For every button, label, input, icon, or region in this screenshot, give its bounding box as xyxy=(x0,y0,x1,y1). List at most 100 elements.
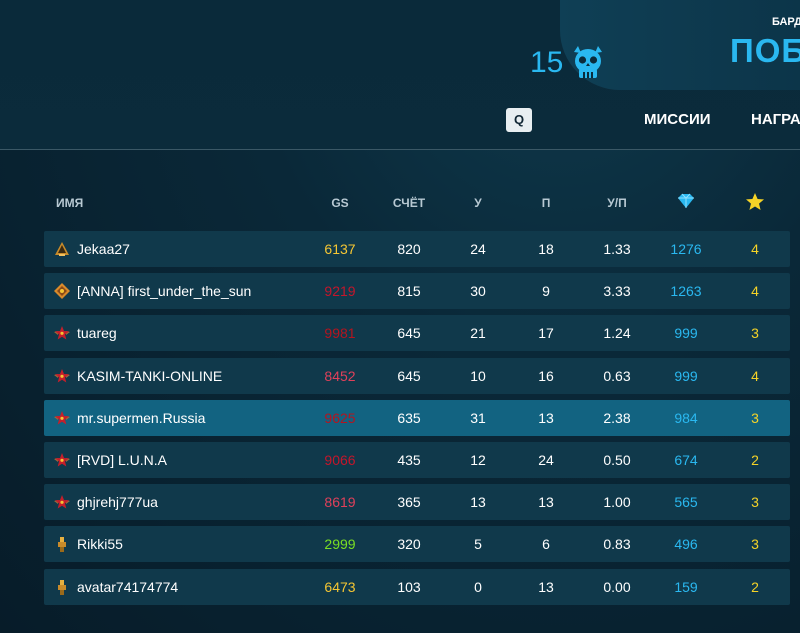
gs-value: 8452 xyxy=(324,368,356,384)
crystals-value: 565 xyxy=(674,494,698,510)
battle-title-panel xyxy=(560,0,800,90)
crystal-count: 15 xyxy=(530,46,564,79)
stars-value: 3 xyxy=(751,325,759,341)
deaths-value: 13 xyxy=(538,494,554,510)
kills-value: 31 xyxy=(470,410,486,426)
deaths-value: 24 xyxy=(538,452,554,468)
table-row[interactable]: [RVD] L.U.N.A 9066 435 12 24 0.50 674 2 xyxy=(44,442,790,478)
kills-value: 5 xyxy=(474,536,482,552)
deaths-value: 13 xyxy=(538,410,554,426)
table-row[interactable]: Jekaa27 6137 820 24 18 1.33 1276 4 xyxy=(44,231,790,267)
gs-value: 6137 xyxy=(324,241,356,257)
kills-value: 30 xyxy=(470,283,486,299)
rank-icon xyxy=(53,493,71,511)
column-kills[interactable]: У xyxy=(474,196,482,210)
score-value: 645 xyxy=(397,368,421,384)
table-row[interactable]: [ANNA] first_under_the_sun 9219 815 30 9 3.33… xyxy=(44,273,790,309)
tab-rewards[interactable]: НАГРА xyxy=(751,111,800,128)
rank-icon xyxy=(53,367,71,385)
stars-value: 4 xyxy=(751,241,759,257)
stars-value: 4 xyxy=(751,283,759,299)
column-score[interactable]: СЧЁТ xyxy=(392,196,426,210)
deaths-value: 6 xyxy=(542,536,550,552)
diamond-icon[interactable] xyxy=(674,193,698,212)
skull-icon xyxy=(574,46,602,78)
rank-icon xyxy=(53,282,71,300)
crystals-value: 984 xyxy=(674,410,698,426)
rank-icon xyxy=(53,578,71,596)
rank-icon xyxy=(53,324,71,342)
player-name[interactable]: KASIM-TANKI-ONLINE xyxy=(77,368,223,384)
player-name[interactable]: mr.supermen.Russia xyxy=(77,410,206,426)
player-name[interactable]: ghjrehj777ua xyxy=(77,494,158,510)
gs-value: 2999 xyxy=(324,536,356,552)
kills-value: 0 xyxy=(474,579,482,595)
crystals-value: 999 xyxy=(674,325,698,341)
player-name[interactable]: tuareg xyxy=(77,325,117,341)
stars-value: 3 xyxy=(751,410,759,426)
kills-value: 13 xyxy=(470,494,486,510)
player-name[interactable]: [RVD] L.U.N.A xyxy=(77,452,167,468)
score-value: 815 xyxy=(397,283,421,299)
kills-value: 10 xyxy=(470,368,486,384)
kd-value: 0.83 xyxy=(603,536,631,552)
table-row[interactable]: Rikki55 2999 320 5 6 0.83 496 3 xyxy=(44,526,790,562)
gs-value: 6473 xyxy=(324,579,356,595)
gs-value: 8619 xyxy=(324,494,356,510)
score-value: 365 xyxy=(397,494,421,510)
player-name[interactable]: avatar74174774 xyxy=(77,579,179,595)
player-name[interactable]: [ANNA] first_under_the_sun xyxy=(77,283,252,299)
crystals-value: 496 xyxy=(674,536,698,552)
table-row[interactable]: tuareg 9981 645 21 17 1.24 999 3 xyxy=(44,315,790,351)
stars-value: 2 xyxy=(751,579,759,595)
kd-value: 2.38 xyxy=(603,410,631,426)
kd-value: 3.33 xyxy=(603,283,631,299)
table-row[interactable]: ghjrehj777ua 8619 365 13 13 1.00 565 3 xyxy=(44,484,790,520)
kd-value: 1.33 xyxy=(603,241,631,257)
stars-value: 3 xyxy=(751,536,759,552)
battle-mode-label: БАРД xyxy=(772,16,800,28)
gs-value: 9981 xyxy=(324,325,356,341)
rank-icon xyxy=(53,535,71,553)
stars-value: 2 xyxy=(751,452,759,468)
table-row[interactable]: avatar74174774 6473 103 0 13 0.00 159 2 xyxy=(44,569,790,605)
player-name[interactable]: Rikki55 xyxy=(77,536,123,552)
kd-value: 1.24 xyxy=(603,325,631,341)
score-value: 103 xyxy=(397,579,421,595)
battle-result-title: ПОБ xyxy=(730,32,800,69)
score-value: 435 xyxy=(397,452,421,468)
column-deaths[interactable]: П xyxy=(541,196,551,210)
stars-value: 4 xyxy=(751,368,759,384)
kills-value: 24 xyxy=(470,241,486,257)
score-value: 320 xyxy=(397,536,421,552)
column-gs[interactable]: GS xyxy=(331,196,349,210)
kills-value: 12 xyxy=(470,452,486,468)
crystals-value: 999 xyxy=(674,368,698,384)
star-icon[interactable] xyxy=(744,192,766,215)
stars-value: 3 xyxy=(751,494,759,510)
gs-value: 9219 xyxy=(324,283,356,299)
score-value: 820 xyxy=(397,241,421,257)
kd-value: 0.50 xyxy=(603,452,631,468)
crystals-value: 159 xyxy=(674,579,698,595)
table-row[interactable]: KASIM-TANKI-ONLINE 8452 645 10 16 0.63 999 4 xyxy=(44,358,790,394)
table-row[interactable]: mr.supermen.Russia 9625 635 31 13 2.38 984 3 xyxy=(44,400,790,436)
kd-value: 0.00 xyxy=(603,579,631,595)
deaths-value: 13 xyxy=(538,579,554,595)
rank-icon xyxy=(53,240,71,258)
crystals-value: 1276 xyxy=(670,241,702,257)
deaths-value: 18 xyxy=(538,241,554,257)
rank-icon xyxy=(53,409,71,427)
score-value: 645 xyxy=(397,325,421,341)
hotkey-q-button[interactable]: Q xyxy=(506,108,532,132)
kills-value: 21 xyxy=(470,325,486,341)
top-header xyxy=(0,0,800,150)
tab-missions[interactable]: МИССИИ xyxy=(644,111,711,128)
player-name[interactable]: Jekaa27 xyxy=(77,241,130,257)
score-value: 635 xyxy=(397,410,421,426)
kd-value: 0.63 xyxy=(603,368,631,384)
column-kd[interactable]: У/П xyxy=(607,196,627,210)
deaths-value: 17 xyxy=(538,325,554,341)
column-name[interactable]: ИМЯ xyxy=(56,196,84,210)
crystals-value: 1263 xyxy=(670,283,702,299)
